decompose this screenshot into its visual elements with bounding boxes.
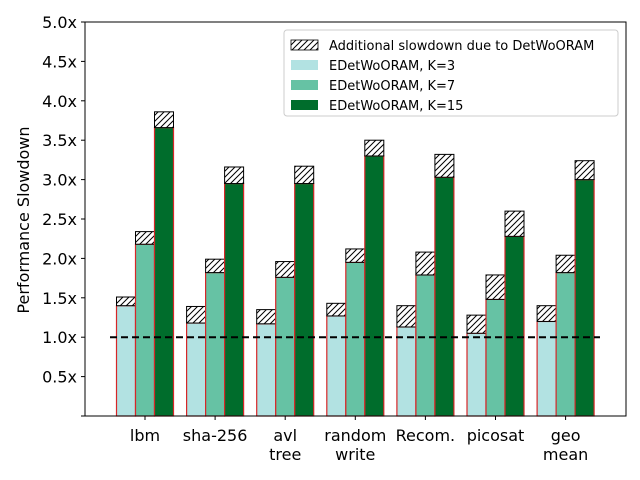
y-tick-label: 4.5x: [42, 52, 77, 71]
bar-EDetWoORAM, K=15: [224, 182, 245, 417]
y-tick-label: 1.0x: [42, 328, 77, 347]
legend: Additional slowdown due to DetWoORAM EDet…: [283, 29, 619, 117]
bar-EDetWoORAM, K=15: [153, 126, 175, 417]
bar-EDetWoORAM, K=15: [504, 235, 525, 417]
bar-EDetWoORAM, K=7: [275, 276, 296, 417]
legend-label: Additional slowdown due to DetWoORAM: [329, 39, 594, 54]
legend-label: EDetWoORAM, K=15: [329, 99, 463, 114]
bar-EDetWoORAM, K=7: [555, 271, 576, 417]
legend-swatch: [291, 80, 318, 90]
bar-overhead: [364, 139, 385, 157]
x-tick-label: Recom.: [396, 426, 456, 445]
bar-overhead: [415, 251, 436, 276]
bar-overhead: [555, 254, 576, 274]
bar-EDetWoORAM, K=7: [415, 274, 436, 417]
x-tick-label: tree: [269, 445, 301, 464]
bar-EDetWoORAM, K=15: [294, 182, 315, 417]
bar-EDetWoORAM, K=15: [574, 179, 595, 417]
y-tick-label: 3.5x: [42, 131, 77, 150]
bar-EDetWoORAM, K=7: [134, 243, 156, 417]
bar-EDetWoORAM, K=7: [345, 261, 366, 417]
legend-label: EDetWoORAM, K=3: [329, 59, 455, 74]
bar-EDetWoORAM, K=3: [115, 305, 137, 417]
y-tick-label: 3.0x: [42, 171, 77, 190]
legend-swatch: [291, 100, 318, 110]
y-tick-label: 2.5x: [42, 210, 77, 229]
bar-overhead: [345, 248, 366, 263]
legend-label: EDetWoORAM, K=7: [329, 79, 455, 94]
y-tick-label: 5.0x: [42, 13, 77, 32]
bar-overhead: [154, 111, 174, 129]
bar-EDetWoORAM, K=3: [536, 320, 557, 417]
x-tick-label: picosat: [467, 426, 525, 445]
bar-overhead: [396, 305, 417, 328]
x-tick-label: write: [335, 445, 375, 464]
bar-overhead: [224, 166, 245, 185]
x-tick-label: sha-256: [183, 426, 248, 445]
x-tick-label: geo: [551, 426, 581, 445]
bar-EDetWoORAM, K=15: [434, 176, 455, 417]
bar-overhead: [275, 261, 296, 278]
legend-box: [283, 29, 619, 117]
x-tick-label: lbm: [130, 426, 160, 445]
bar-overhead: [205, 258, 226, 274]
bar-EDetWoORAM, K=3: [396, 326, 417, 417]
bar-overhead: [135, 231, 155, 245]
bar-overhead: [116, 296, 136, 307]
y-axis-label: Performance Slowdown: [14, 126, 33, 313]
legend-swatch: [291, 60, 318, 70]
y-tick-label: 2.0x: [42, 249, 77, 268]
bar-overhead: [574, 160, 595, 181]
x-tick-label: random: [324, 426, 386, 445]
y-tick-label: 0.5x: [42, 368, 77, 387]
bar-overhead: [466, 314, 487, 334]
x-tick-label: mean: [543, 445, 588, 464]
bar-overhead: [186, 305, 207, 324]
bar-overhead: [256, 309, 277, 325]
bar-overhead: [326, 302, 347, 317]
bar-overhead: [434, 153, 455, 178]
bar-overhead: [294, 165, 315, 185]
bar-EDetWoORAM, K=3: [326, 315, 347, 417]
bar-groups: [115, 111, 595, 417]
x-tick-label: avl: [273, 426, 297, 445]
y-tick-label: 1.5x: [42, 289, 77, 308]
bar-overhead: [536, 305, 557, 322]
bar-EDetWoORAM, K=7: [205, 271, 226, 417]
bar-overhead: [504, 210, 525, 237]
bar-EDetWoORAM, K=15: [364, 155, 385, 417]
legend-swatch: [290, 39, 319, 51]
y-tick-label: 4.0x: [42, 92, 77, 111]
bar-EDetWoORAM, K=3: [466, 332, 487, 417]
bar-EDetWoORAM, K=7: [485, 298, 506, 417]
bar-overhead: [485, 274, 506, 300]
